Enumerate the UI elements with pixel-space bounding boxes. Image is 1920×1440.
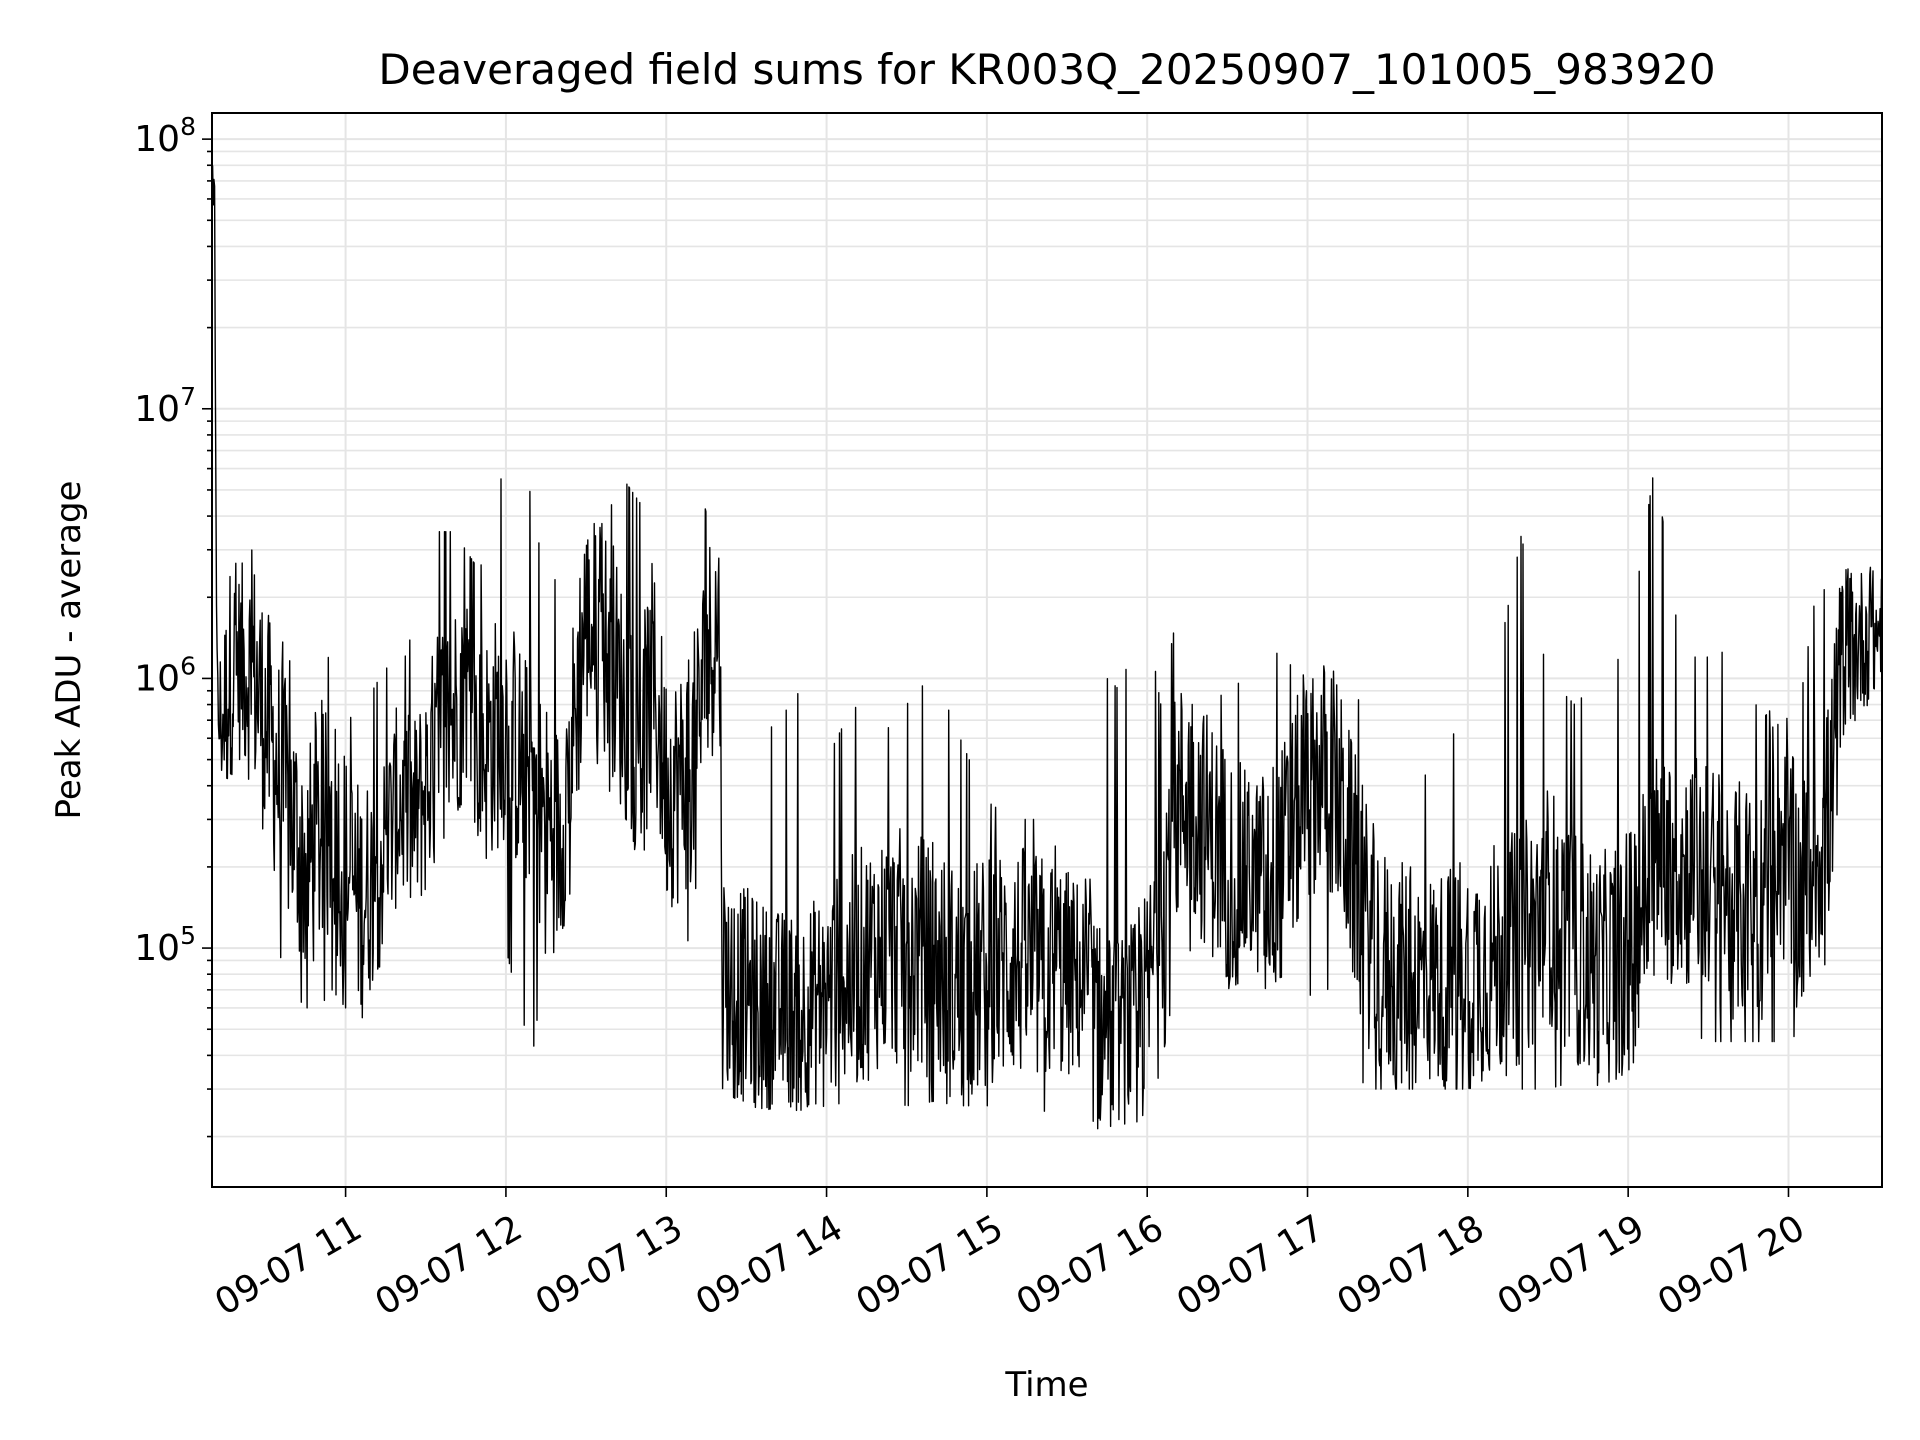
y-tick-label: 108	[134, 112, 196, 160]
y-tick-label: 105	[134, 921, 196, 969]
plot-frame	[211, 112, 1883, 1188]
y-tick-label: 107	[134, 382, 196, 430]
x-axis-label: Time	[1004, 1365, 1088, 1405]
series-group	[211, 165, 1883, 1130]
chart-title: Deaveraged field sums for KR003Q_2025090…	[378, 45, 1715, 94]
y-tick-label: 106	[134, 651, 196, 699]
series-line	[211, 165, 1883, 1130]
y-axis-label: Peak ADU - average	[49, 481, 89, 820]
